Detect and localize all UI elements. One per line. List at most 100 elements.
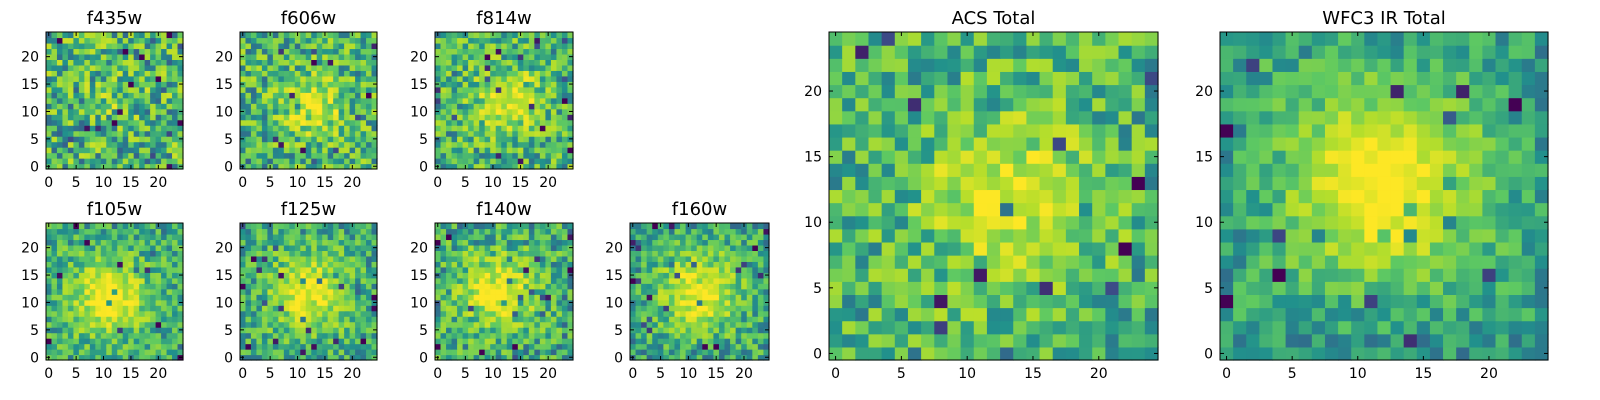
heatmap-cell — [161, 299, 168, 306]
heatmap-cell — [490, 37, 497, 44]
heatmap-cell — [446, 244, 453, 251]
heatmap-cell — [473, 283, 480, 290]
heatmap-cell — [539, 75, 546, 82]
heatmap-cell — [523, 147, 530, 154]
heatmap-cell — [272, 244, 279, 251]
y-tick-label: 15 — [215, 77, 233, 93]
heatmap-cell — [668, 310, 676, 317]
heatmap-cell — [289, 114, 296, 121]
heatmap-cell — [462, 130, 469, 137]
heatmap-cell — [501, 119, 508, 126]
heatmap-cell — [868, 255, 883, 269]
heatmap-cell — [122, 108, 129, 115]
heatmap-cell — [550, 233, 558, 241]
heatmap-cell — [166, 97, 173, 104]
heatmap-cell — [172, 97, 179, 104]
heatmap-cell — [960, 294, 975, 309]
heatmap-cell — [305, 299, 312, 306]
heatmap-cell — [696, 277, 703, 284]
heatmap-cell — [528, 233, 535, 241]
heatmap-cell — [128, 310, 135, 317]
chart-title: f140w — [476, 199, 531, 220]
heatmap-cell — [947, 281, 962, 295]
heatmap-cell — [652, 277, 659, 284]
y-tick-label: 10 — [21, 295, 39, 311]
heatmap-cell — [763, 255, 770, 262]
heatmap-cell — [338, 332, 345, 339]
heatmap-cell — [960, 241, 975, 256]
heatmap-cell — [663, 228, 670, 235]
heatmap-cell — [155, 147, 162, 154]
heatmap-cell — [763, 321, 770, 328]
heatmap-cell — [289, 97, 296, 104]
heatmap-cell — [724, 321, 731, 328]
heatmap-cell — [973, 294, 988, 309]
heatmap-cell — [501, 92, 508, 99]
heatmap-cell — [495, 299, 502, 306]
heatmap-cell — [133, 261, 140, 268]
heatmap-cell — [78, 92, 85, 99]
heatmap-cell — [289, 92, 296, 99]
heatmap-cell — [881, 294, 896, 309]
heatmap-cell — [752, 305, 759, 312]
x-tick-label: 5 — [266, 175, 275, 191]
heatmap-cell — [468, 141, 475, 148]
heatmap-cell — [327, 75, 334, 82]
heatmap-cell — [355, 32, 362, 39]
heatmap-cell — [67, 108, 74, 115]
heatmap-cell — [111, 272, 118, 279]
heatmap-cell — [349, 108, 356, 115]
heatmap-cell — [506, 321, 513, 328]
heatmap-cell — [322, 255, 329, 262]
heatmap-cell — [473, 48, 480, 55]
heatmap-cell — [1013, 294, 1027, 309]
chart-title: f435w — [87, 8, 142, 29]
heatmap-cell — [567, 92, 574, 99]
heatmap-cell — [741, 233, 748, 241]
heatmap-cell — [322, 81, 329, 88]
heatmap-cell — [539, 81, 546, 88]
heatmap-cell — [46, 255, 53, 262]
x-tick-label: 15 — [512, 366, 530, 382]
heatmap-cell — [355, 354, 362, 361]
heatmap-cell — [67, 64, 74, 71]
heatmap-cell — [300, 305, 307, 312]
heatmap-cell — [144, 244, 151, 251]
heatmap-cell — [512, 261, 519, 268]
heatmap-cell — [512, 119, 519, 126]
heatmap-cell — [256, 81, 263, 88]
heatmap-cell — [272, 223, 279, 230]
heatmap-cell — [652, 266, 659, 273]
heatmap-cell — [128, 305, 135, 312]
heatmap-cell — [139, 53, 146, 60]
heatmap-cell — [724, 272, 731, 279]
heatmap-cell — [528, 277, 535, 284]
heatmap-cell — [539, 316, 546, 323]
heatmap-cell — [283, 59, 290, 66]
heatmap-cell — [100, 239, 107, 246]
heatmap-cell — [316, 125, 323, 132]
heatmap-cell — [240, 294, 247, 301]
heatmap-cell — [84, 332, 91, 339]
heatmap-cell — [457, 152, 464, 159]
heatmap-cell — [84, 152, 91, 159]
heatmap-cell — [947, 189, 962, 204]
heatmap-cell — [95, 277, 102, 284]
heatmap-cell — [1092, 320, 1106, 335]
heatmap-cell — [256, 136, 263, 143]
heatmap-cell — [111, 75, 118, 82]
heatmap-cell — [435, 233, 442, 241]
heatmap-cell — [172, 321, 179, 328]
heatmap-cell — [724, 261, 731, 268]
heatmap-cell — [550, 42, 558, 50]
heatmap-cell — [316, 255, 323, 262]
heatmap-cell — [245, 64, 252, 71]
heatmap-cell — [545, 255, 552, 262]
heatmap-cell — [349, 42, 356, 50]
heatmap-cell — [46, 158, 53, 165]
heatmap-cell — [89, 233, 96, 241]
heatmap-cell — [829, 163, 843, 177]
heatmap-cell — [446, 32, 453, 39]
heatmap-cell — [495, 147, 502, 154]
heatmap-cell — [62, 349, 69, 356]
